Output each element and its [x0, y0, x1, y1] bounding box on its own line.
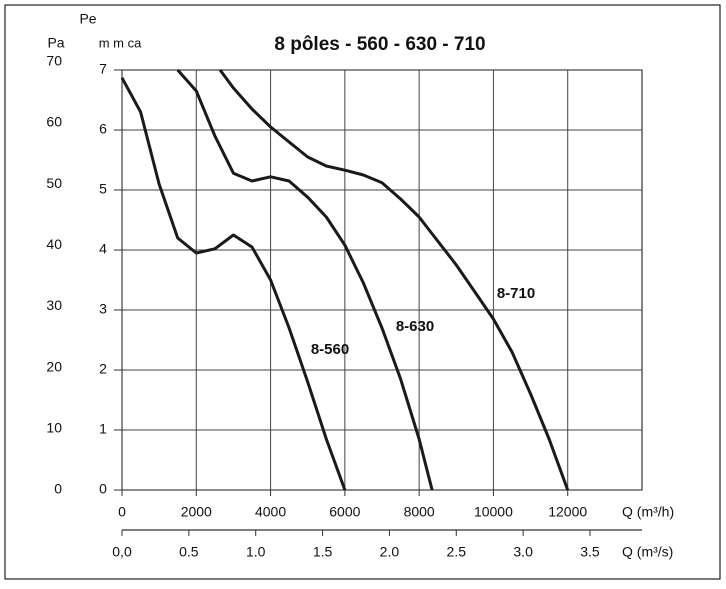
y2-tick-label: 30 [46, 297, 62, 313]
y2-tick-label: 50 [46, 175, 62, 191]
y-label-top: Pe [79, 11, 96, 27]
x2-tick-label: 2.0 [380, 544, 400, 560]
y2-tick-label: 20 [46, 358, 62, 374]
x2-tick-label: 3.0 [513, 544, 533, 560]
x-tick-label: 10000 [474, 504, 513, 520]
x-tick-label: 4000 [255, 504, 286, 520]
series-label: 8-560 [311, 341, 349, 358]
y2-tick-label: 0 [54, 481, 62, 497]
x2-tick-label: 2.5 [447, 544, 467, 560]
y2-label: Pa [47, 35, 64, 51]
x2-tick-label: 1.0 [246, 544, 266, 560]
y-tick-label: 4 [99, 241, 107, 257]
x2-tick-label: 1.5 [313, 544, 333, 560]
y2-tick-label: 40 [46, 236, 62, 252]
y-tick-label: 5 [99, 181, 107, 197]
curve [120, 77, 347, 491]
chart-title: 8 pôles - 560 - 630 - 710 [274, 34, 485, 55]
y-label: m m ca [99, 35, 142, 50]
y-tick-label: 2 [99, 361, 107, 377]
x-tick-label: 8000 [404, 504, 435, 520]
plot-border [121, 69, 643, 491]
curve [176, 69, 434, 491]
y-tick-label: 1 [99, 421, 107, 437]
curve [218, 69, 570, 491]
x-tick-label: 6000 [329, 504, 360, 520]
x2-tick-label: 0.5 [179, 544, 199, 560]
series-label: 8-710 [497, 285, 535, 302]
y-tick-label: 0 [99, 481, 107, 497]
frame [4, 4, 721, 580]
y-tick-label: 7 [99, 61, 107, 77]
y-tick-label: 3 [99, 301, 107, 317]
x-tick-label: 0 [118, 504, 126, 520]
x2-tick-label: 3.5 [580, 544, 600, 560]
y-tick-label: 6 [99, 121, 107, 137]
x2-label: Q (m³/s) [622, 544, 673, 560]
x-label: Q (m³/h) [622, 504, 674, 520]
series-label: 8-630 [396, 318, 434, 335]
x-tick-label: 2000 [181, 504, 212, 520]
x2-tick-label: 0,0 [112, 544, 132, 560]
y2-tick-label: 60 [46, 114, 62, 130]
y2-tick-label: 10 [46, 420, 62, 436]
y2-tick-label: 70 [46, 53, 62, 69]
x-tick-label: 12000 [548, 504, 587, 520]
